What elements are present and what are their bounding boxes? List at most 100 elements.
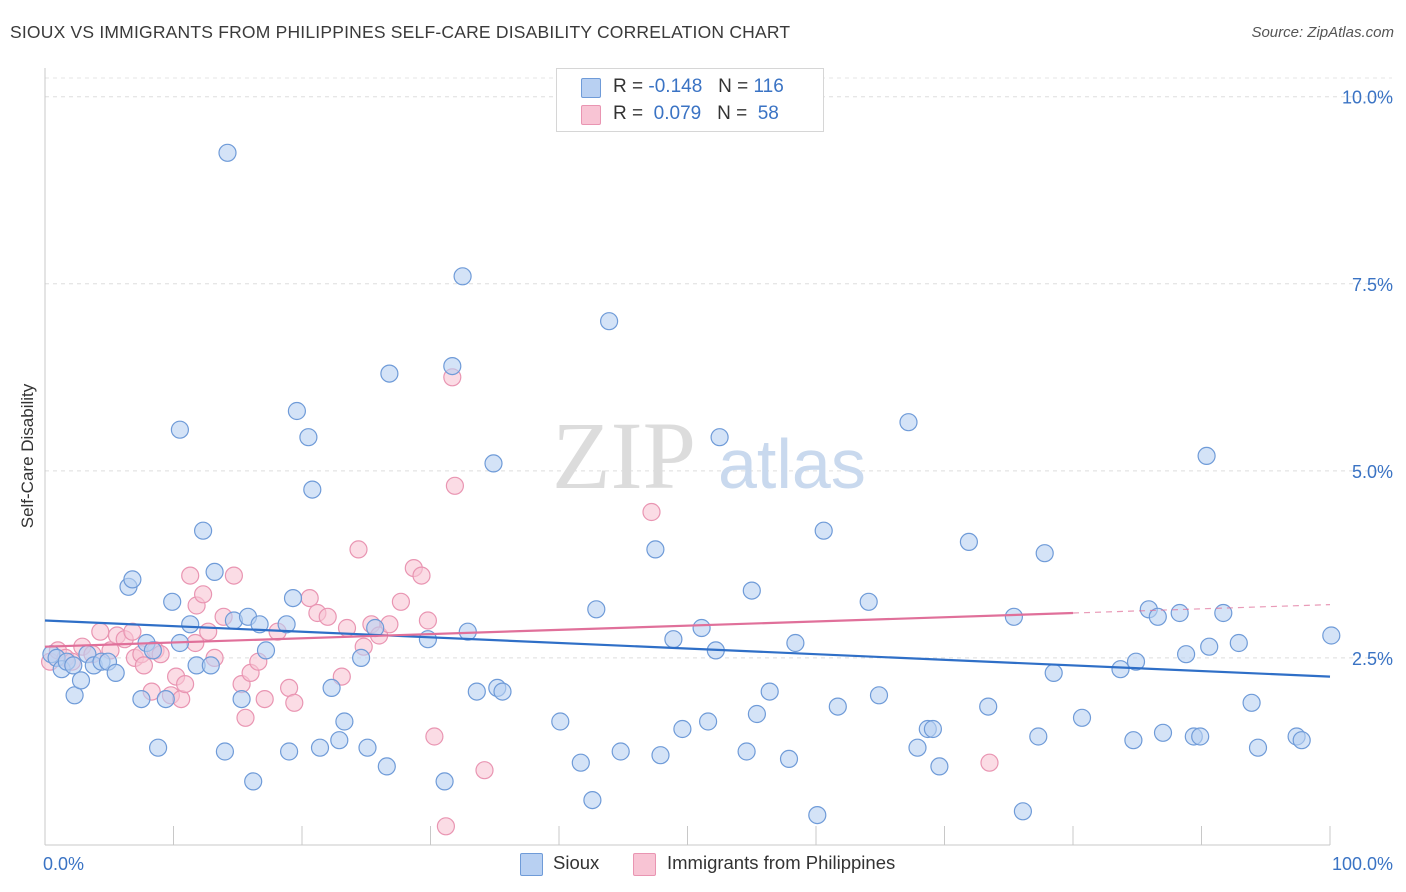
sioux-point — [859, 592, 878, 611]
sioux-point — [256, 641, 276, 660]
sioux-point — [299, 428, 318, 447]
sioux-point — [358, 738, 377, 757]
x-tick-label: 100.0% — [1332, 854, 1393, 874]
legend-swatch-philippines — [581, 105, 601, 125]
sioux-point — [1044, 663, 1063, 683]
philippines-point — [224, 566, 243, 585]
watermark-zip: ZIP — [552, 402, 696, 509]
sioux-point — [786, 633, 805, 653]
sioux-point — [250, 615, 269, 634]
source-label: Source: ZipAtlas.com — [1251, 24, 1394, 41]
sioux-point — [1229, 633, 1248, 653]
sioux-point — [611, 742, 630, 761]
philippines-point — [425, 727, 444, 746]
sioux-point — [149, 738, 168, 757]
sioux-point — [979, 697, 998, 716]
sioux-point — [1292, 731, 1311, 750]
sioux-point — [493, 682, 512, 701]
sioux-point — [1170, 603, 1189, 623]
sioux-point — [828, 697, 847, 716]
sioux-point — [698, 712, 718, 731]
sioux-point — [1124, 731, 1143, 750]
sioux-point — [646, 540, 665, 559]
legend-n-value: 116 — [753, 76, 784, 97]
sioux-point — [587, 600, 606, 619]
sioux-point — [244, 772, 263, 791]
sioux-point — [205, 562, 224, 582]
sioux-point — [1111, 660, 1130, 679]
sioux-point — [484, 454, 503, 473]
sioux-point — [571, 753, 590, 772]
sioux-point — [435, 772, 454, 791]
sioux-point — [170, 420, 189, 439]
sioux-point — [277, 615, 296, 634]
sioux-point — [551, 712, 570, 731]
philippines-point — [255, 689, 274, 709]
trend-lines — [44, 604, 1331, 678]
bottom-legend-label-sioux: Sioux — [553, 852, 600, 873]
correlation-legend: R = -0.148 N = 116 R = 0.079 N = 58 — [556, 68, 824, 132]
y-tick-label: 5.0% — [1352, 462, 1393, 482]
sioux-point — [1200, 637, 1219, 656]
sioux-point — [1197, 446, 1216, 465]
sioux-point — [1214, 603, 1233, 623]
tick-labels: 2.5% 5.0% 7.5% 10.0% 0.0% 100.0% — [43, 88, 1393, 874]
sioux-point — [808, 805, 827, 825]
sioux-point — [1148, 607, 1167, 626]
sioux-point — [215, 742, 234, 761]
sioux-point — [303, 480, 322, 499]
sioux-point — [1126, 652, 1146, 671]
sioux-point — [106, 663, 125, 683]
philippines-point — [300, 588, 319, 608]
sioux-point — [218, 143, 237, 162]
philippines-point — [236, 708, 255, 727]
sioux-point — [908, 738, 927, 757]
trend-line-sioux — [44, 619, 1331, 678]
sioux-point — [156, 689, 175, 709]
sioux-point — [1176, 645, 1196, 664]
sioux-point — [467, 682, 486, 701]
legend-n-value: 58 — [757, 103, 779, 124]
sioux-point — [760, 682, 779, 701]
sioux-point — [163, 592, 182, 611]
sioux-point — [232, 689, 251, 709]
y-tick-label: 2.5% — [1352, 649, 1393, 669]
sioux-point — [1035, 544, 1054, 563]
legend-r-label: R = — [613, 76, 644, 97]
sioux-point — [1153, 723, 1173, 742]
trend-line-philippines-extension — [1072, 604, 1331, 614]
y-tick-label: 10.0% — [1342, 88, 1393, 108]
trend-line-philippines — [44, 611, 1074, 648]
y-axis-label: Self-Care Disability — [18, 383, 37, 529]
sioux-point — [869, 686, 889, 705]
sioux-point — [280, 742, 299, 761]
sioux-point — [335, 712, 354, 731]
philippines-point — [642, 502, 661, 522]
sioux-point — [443, 357, 462, 376]
sioux-point — [1191, 727, 1210, 746]
watermark-atlas: atlas — [718, 425, 866, 503]
philippines-point — [318, 607, 337, 626]
philippines-point — [412, 566, 431, 585]
sioux-point — [1029, 727, 1048, 746]
sioux-point — [737, 742, 756, 761]
sioux-point — [673, 719, 692, 739]
philippines-point — [436, 817, 455, 836]
sioux-point — [1004, 607, 1024, 626]
philippines-point — [475, 761, 494, 780]
sioux-point — [132, 689, 151, 709]
sioux-point — [283, 588, 303, 608]
series-sioux-points — [42, 143, 1341, 825]
sioux-point — [1242, 693, 1261, 712]
sioux-point — [1072, 708, 1092, 727]
philippines-point — [134, 656, 153, 675]
sioux-point — [583, 790, 602, 810]
sioux-point — [201, 656, 220, 675]
sioux-point — [814, 521, 833, 540]
legend-stats-philippines: R = 0.079 N = 58 — [613, 103, 779, 125]
sioux-point — [651, 746, 670, 765]
sioux-point — [71, 671, 91, 690]
philippines-point — [199, 622, 218, 641]
philippines-point — [349, 540, 368, 559]
